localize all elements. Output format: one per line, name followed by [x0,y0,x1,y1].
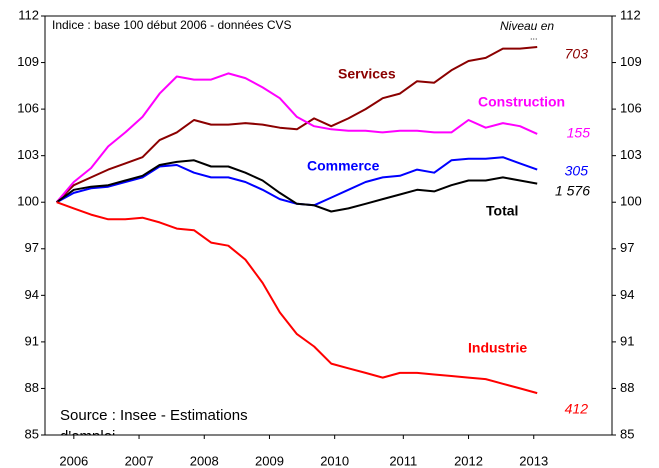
y-tick-label: 97 [25,240,39,255]
y2-tick-label: 91 [620,333,634,348]
plot-area [44,15,613,436]
x-tick-label: 2009 [255,453,284,468]
y2-tick-label: 88 [620,380,634,395]
series-label: Services [338,66,396,82]
x-tick-label: 2006 [59,453,88,468]
subtitle: Indice : base 100 début 2006 - données C… [52,18,292,32]
x-tick-label: 2008 [190,453,219,468]
y-tick-label: 88 [25,380,39,395]
series-level: 703 [565,46,589,62]
series-level: 412 [565,401,589,417]
y2-tick-label: 106 [620,101,642,116]
x-tick-label: 2011 [389,453,417,468]
y-tick-label: 100 [17,194,39,209]
y-tick-label: 94 [25,287,39,302]
series-line [56,159,538,213]
y-tick-label: 85 [25,426,39,441]
source-clip: d'emploi [60,428,115,445]
y-tick-label: 109 [17,54,39,69]
y2-tick-label: 94 [620,287,634,302]
y2-tick-label: 85 [620,426,634,441]
series-line [56,201,538,395]
x-tick-label: 2012 [454,453,483,468]
series-level: 305 [565,163,589,179]
series-level: 155 [567,125,591,141]
x-tick-label: 2013 [519,453,548,468]
series-label: Construction [478,94,565,110]
series-level: 1 576 [555,183,590,199]
series-label: Total [486,203,518,219]
y-tick-label: 112 [18,7,39,22]
x-tick-label: 2007 [125,453,154,468]
y2-tick-label: 97 [620,240,634,255]
y2-tick-label: 109 [620,54,642,69]
x-tick-label: 2010 [320,453,349,468]
y2-tick-label: 103 [620,147,642,162]
series-line [55,46,538,203]
source-note: d'emploi [60,428,115,445]
y-tick-label: 106 [17,101,39,116]
source-note: Source : Insee - Estimations [60,407,248,424]
series-label: Industrie [468,340,527,356]
y-tick-label: 103 [17,147,39,162]
legend-title: Niveau en [500,19,554,33]
y-tick-label: 91 [25,333,39,348]
y2-tick-label: 112 [620,7,641,22]
series-label: Commerce [307,158,380,174]
legend-title: ... [530,31,538,41]
series-line [55,72,538,203]
y2-tick-label: 100 [620,194,642,209]
